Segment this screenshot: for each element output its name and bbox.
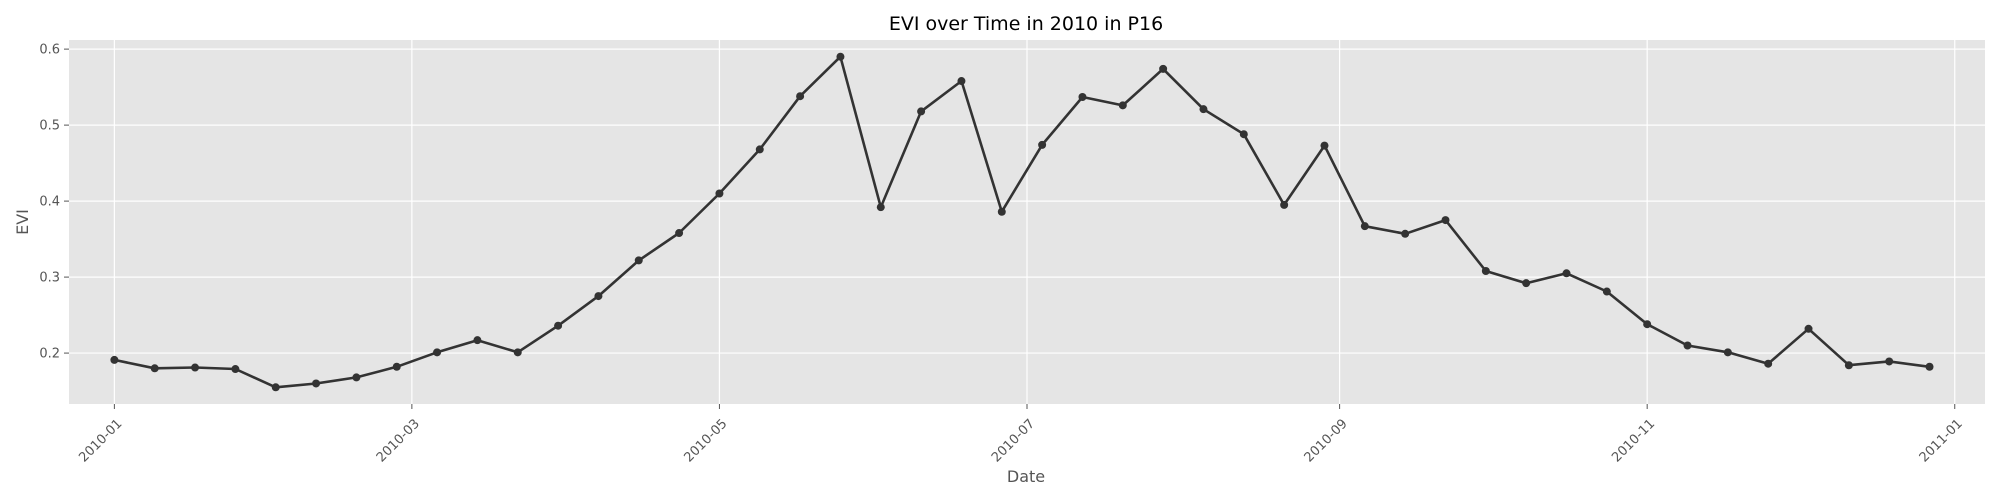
- y-tick-label: 0.4: [39, 195, 60, 210]
- data-point: [755, 145, 764, 154]
- x-tick-label: 2011-01: [1917, 416, 1966, 465]
- data-point: [917, 107, 926, 116]
- x-tick-label: 2010-01: [76, 416, 125, 465]
- x-tick-label: 2010-07: [989, 416, 1038, 465]
- data-point: [1562, 269, 1571, 278]
- data-point: [271, 383, 280, 392]
- grid-lines: [69, 40, 1985, 404]
- data-point: [1804, 324, 1813, 333]
- data-point: [1764, 359, 1773, 368]
- data-point: [1118, 101, 1127, 110]
- data-point: [1643, 320, 1652, 329]
- data-point: [836, 52, 845, 61]
- data-point: [796, 92, 805, 101]
- data-point: [473, 336, 482, 345]
- data-point: [997, 207, 1006, 216]
- x-tick-label: 2010-11: [1609, 416, 1658, 465]
- data-point: [1320, 141, 1329, 150]
- data-point: [1441, 216, 1450, 225]
- data-point: [110, 355, 119, 364]
- data-point: [1159, 64, 1168, 73]
- chart-title: EVI over Time in 2010 in P16: [889, 13, 1163, 35]
- x-axis-label: Date: [1007, 467, 1045, 486]
- data-point: [191, 363, 200, 372]
- data-point: [1522, 279, 1531, 288]
- y-tick-label: 0.2: [39, 347, 60, 362]
- data-point: [392, 362, 401, 371]
- x-tick-label: 2010-09: [1302, 416, 1351, 465]
- evi-series-line: [114, 55, 1930, 389]
- data-point: [1239, 130, 1248, 139]
- data-point: [1481, 267, 1490, 276]
- data-point: [352, 373, 361, 382]
- x-tick-label: 2010-05: [681, 416, 730, 465]
- data-point: [312, 379, 321, 388]
- data-point: [1885, 357, 1894, 366]
- data-point: [715, 189, 724, 198]
- data-point: [433, 348, 442, 357]
- data-point: [876, 203, 885, 212]
- data-point: [1401, 229, 1410, 238]
- series-evi: [110, 52, 1934, 392]
- y-tick-label: 0.3: [39, 271, 60, 286]
- x-tick-label: 2010-03: [374, 416, 423, 465]
- data-point: [554, 321, 563, 330]
- data-point: [1683, 341, 1692, 350]
- data-point: [634, 256, 643, 265]
- data-point: [1925, 362, 1934, 371]
- data-point: [1280, 200, 1289, 209]
- data-point: [1199, 105, 1208, 114]
- data-point: [957, 77, 966, 86]
- data-point: [150, 364, 159, 373]
- data-point: [594, 292, 603, 301]
- data-point: [231, 365, 240, 374]
- data-point: [675, 229, 684, 238]
- data-point: [1360, 222, 1369, 231]
- data-point: [1038, 140, 1047, 149]
- data-point: [1078, 92, 1087, 101]
- data-point: [1844, 361, 1853, 370]
- y-tick-label: 0.5: [39, 119, 60, 134]
- y-tick-label: 0.6: [39, 43, 60, 58]
- data-point: [1723, 348, 1732, 357]
- data-point: [513, 348, 522, 357]
- data-point: [1602, 287, 1611, 296]
- y-axis-label: EVI: [13, 209, 32, 235]
